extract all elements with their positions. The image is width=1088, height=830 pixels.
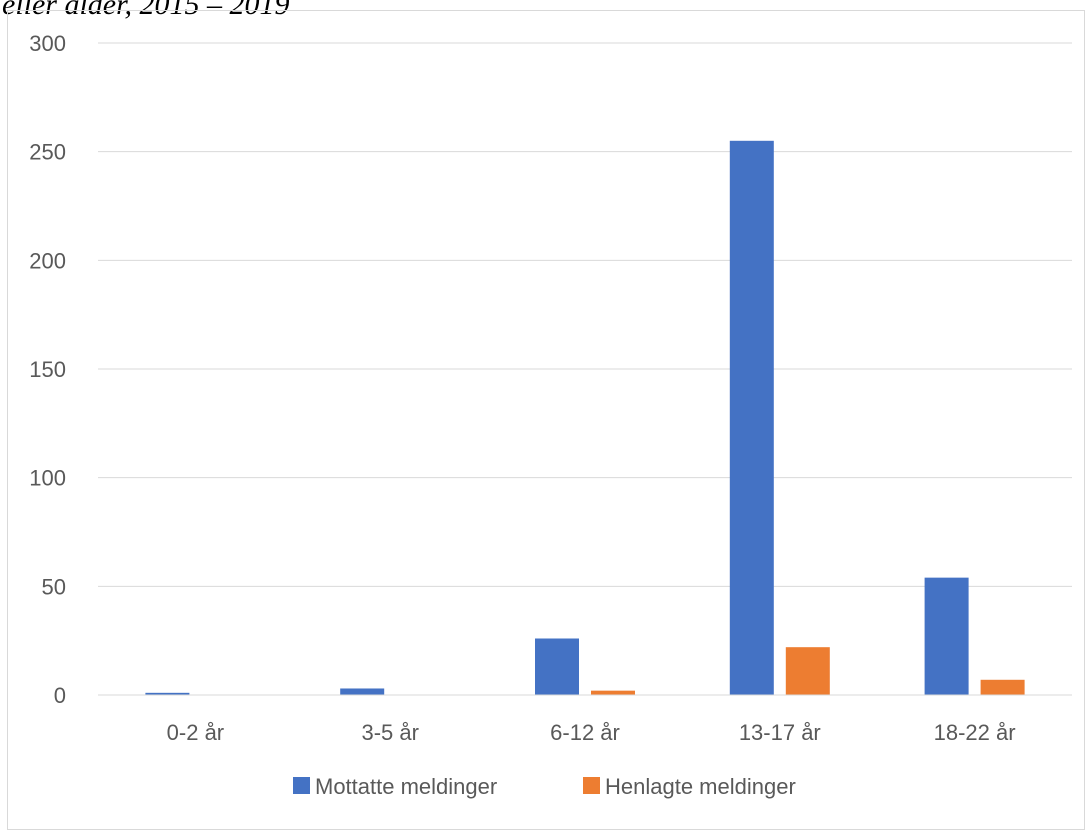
bar-henlagte-4 bbox=[980, 679, 1025, 695]
gridlines bbox=[98, 42, 1072, 587]
legend-label-1: Henlagte meldinger bbox=[605, 774, 796, 799]
y-tick-label: 0 bbox=[54, 683, 66, 708]
bars bbox=[145, 140, 1025, 696]
y-axis-ticks: 0 50 100 150 200 250 300 bbox=[29, 31, 66, 708]
bar-mottatte-2 bbox=[535, 638, 579, 695]
y-tick-label: 300 bbox=[29, 31, 66, 56]
x-axis-ticks: 0-2 år 3-5 år 6-12 år 13-17 år 18-22 år bbox=[167, 720, 1016, 745]
x-tick-label: 13-17 år bbox=[739, 720, 821, 745]
x-tick-label: 0-2 år bbox=[167, 720, 224, 745]
legend-swatch-0 bbox=[293, 777, 310, 794]
y-tick-label: 200 bbox=[29, 248, 66, 273]
bar-henlagte-3 bbox=[785, 647, 830, 695]
bar-henlagte-2 bbox=[591, 690, 635, 695]
y-tick-label: 250 bbox=[29, 140, 66, 165]
x-tick-label: 18-22 år bbox=[934, 720, 1016, 745]
x-tick-label: 3-5 år bbox=[361, 720, 418, 745]
legend-label-0: Mottatte meldinger bbox=[315, 774, 497, 799]
legend-swatch-1 bbox=[583, 777, 600, 794]
bar-mottatte-3 bbox=[729, 140, 774, 696]
bar-mottatte-0 bbox=[145, 692, 190, 695]
bar-mottatte-1 bbox=[340, 688, 385, 695]
y-tick-label: 100 bbox=[29, 466, 66, 491]
bar-mottatte-4 bbox=[924, 577, 969, 695]
y-tick-label: 150 bbox=[29, 357, 66, 382]
x-tick-label: 6-12 år bbox=[550, 720, 620, 745]
y-tick-label: 50 bbox=[42, 574, 66, 599]
legend: Mottatte meldinger Henlagte meldinger bbox=[293, 774, 796, 799]
